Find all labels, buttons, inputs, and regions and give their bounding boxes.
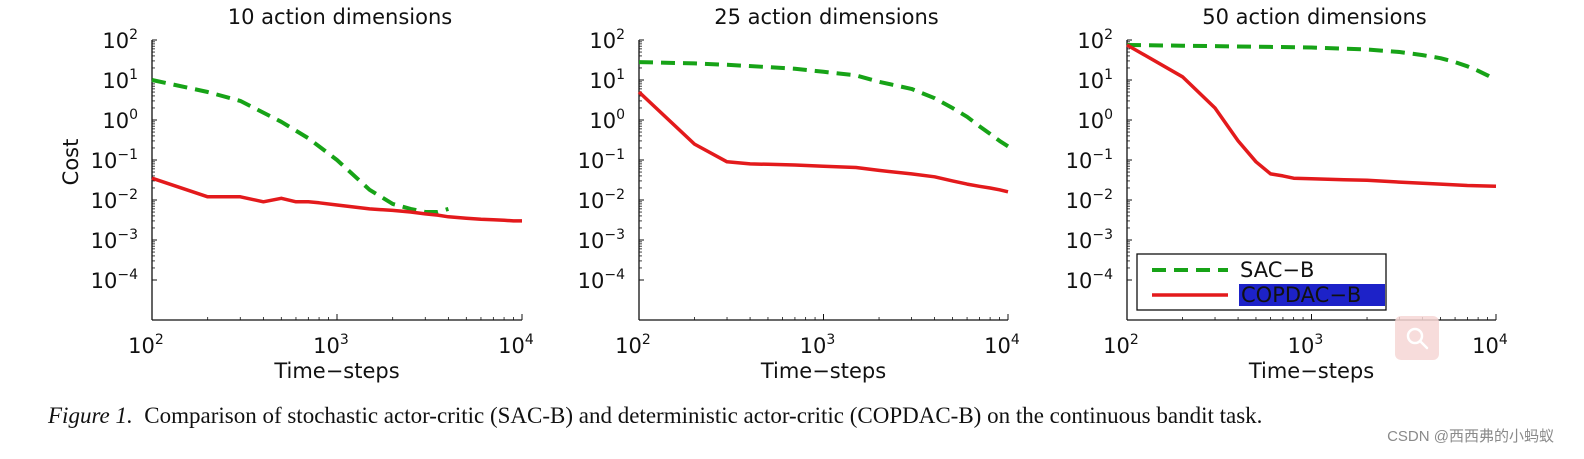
chart2-y-tick-label: 10−4 [578, 267, 625, 293]
chart2-y-tick-label-text: 10−2 [578, 187, 625, 213]
chart2-y-tick-label: 102 [589, 27, 625, 53]
chart2-y-tick-label-text: 100 [589, 107, 625, 133]
chart3-y-tick-label: 101 [1077, 67, 1113, 93]
chart3-y-tick-label-text: 102 [1077, 27, 1113, 53]
chart2-y-tick-label-text: 10−4 [578, 267, 625, 293]
chart2-y-tick-label: 10−1 [578, 147, 625, 173]
chart1-y-tick-label-text: 10−4 [91, 267, 138, 293]
chart2-title: 25 action dimensions [714, 5, 938, 29]
figure-caption: Figure 1. Comparison of stochastic actor… [48, 403, 1528, 429]
chart1-y-tick-label: 10−4 [91, 267, 138, 293]
chart1-y-tick-label: 10−3 [91, 227, 138, 253]
chart1-title: 10 action dimensions [228, 5, 452, 29]
chart1-y-label: Cost [59, 139, 83, 186]
chart1-y-tick-label-text: 101 [102, 67, 138, 93]
chart2-y-tick-label: 101 [589, 67, 625, 93]
chart3-x-tick-label: 103 [1288, 332, 1324, 358]
watermark: CSDN @西西弗的小蚂蚁 [1387, 428, 1554, 445]
caption-label: Figure 1. [48, 403, 133, 428]
chart3-y-tick-label: 100 [1077, 107, 1113, 133]
chart3-x-tick-label-text: 103 [1288, 332, 1324, 358]
chart2-x-tick-label: 103 [800, 332, 836, 358]
chart3-series-sac-b-line [1126, 43, 1497, 82]
chart3-y-tick-label-text: 100 [1077, 107, 1113, 133]
chart1-y-tick-label: 100 [102, 107, 138, 133]
chart2-y-tick-label-text: 102 [589, 27, 625, 53]
chart2-x-tick-label-text: 104 [984, 332, 1020, 358]
chart2-y-tick-label-text: 101 [589, 67, 625, 93]
chart3-y-tick-label-text: 101 [1077, 67, 1113, 93]
search-overlay-button[interactable] [1395, 316, 1439, 360]
chart1-y-tick-label: 101 [102, 67, 138, 93]
legend-label-highlight [1239, 284, 1385, 306]
chart1-y-tick-label-text: 10−2 [91, 187, 138, 213]
chart3-x-tick-label: 104 [1472, 332, 1508, 358]
chart2-y-tick-label: 10−3 [578, 227, 625, 253]
chart3-x-tick-label-text: 102 [1103, 332, 1139, 358]
chart1-x-tick-label-text: 102 [128, 332, 164, 358]
chart3-y-tick-label-text: 10−4 [1066, 267, 1113, 293]
chart1-series-copdac-b-line [151, 176, 522, 223]
chart1-y-tick-label-text: 10−1 [91, 147, 138, 173]
chart2-x-tick-label: 104 [984, 332, 1020, 358]
chart2-y-tick-label: 10−2 [578, 187, 625, 213]
chart1-y-tick-label-text: 10−3 [91, 227, 138, 253]
chart3-x-label: Time−steps [1248, 359, 1374, 383]
chart2-x-tick-label: 102 [615, 332, 651, 358]
chart1-y-tick-label: 102 [102, 27, 138, 53]
chart1-y-tick-label: 10−2 [91, 187, 138, 213]
chart1-y-tick-label-text: 102 [102, 27, 138, 53]
chart3-y-tick-label-text: 10−3 [1066, 227, 1113, 253]
chart3-y-tick-label-text: 10−2 [1066, 187, 1113, 213]
chart3-y-tick-label: 10−3 [1066, 227, 1113, 253]
chart3-series-copdac-b-line [1126, 43, 1497, 189]
chart1-x-tick-label: 102 [128, 332, 164, 358]
chart2-x-label: Time−steps [760, 359, 886, 383]
chart2-series-copdac-b-line [637, 90, 1009, 194]
chart1-x-label: Time−steps [273, 359, 399, 383]
chart3-title: 50 action dimensions [1202, 5, 1426, 29]
chart1-y-tick-label: 10−1 [91, 147, 138, 173]
chart2-x-tick-label-text: 103 [800, 332, 836, 358]
chart1-y-tick-label-text: 100 [102, 107, 138, 133]
chart2-y-tick-label: 100 [589, 107, 625, 133]
chart1-x-tick-label-text: 103 [313, 332, 349, 358]
chart1-x-tick-label: 104 [498, 332, 534, 358]
chart2-x-tick-label-text: 102 [615, 332, 651, 358]
chart3-x-tick-label-text: 104 [1472, 332, 1508, 358]
search-icon [1406, 327, 1429, 350]
chart3-y-tick-label: 10−4 [1066, 267, 1113, 293]
chart2-series-sac-b-line [638, 60, 1010, 148]
chart3-y-tick-label: 10−2 [1066, 187, 1113, 213]
legend-label-sac-b: SAC−B [1240, 258, 1314, 282]
chart1-series-sac-b-line [151, 78, 449, 214]
caption-text: Comparison of stochastic actor-critic (S… [144, 403, 1263, 428]
chart3-y-tick-label: 102 [1077, 27, 1113, 53]
chart1-x-tick-label-text: 104 [498, 332, 534, 358]
chart2-y-tick-label-text: 10−3 [578, 227, 625, 253]
chart3-y-tick-label-text: 10−1 [1066, 147, 1113, 173]
legend-label-copdac-b: COPDAC−B [1241, 283, 1361, 307]
chart1-x-tick-label: 103 [313, 332, 349, 358]
chart3-y-tick-label: 10−1 [1066, 147, 1113, 173]
chart3-x-tick-label: 102 [1103, 332, 1139, 358]
chart2-y-tick-label-text: 10−1 [578, 147, 625, 173]
